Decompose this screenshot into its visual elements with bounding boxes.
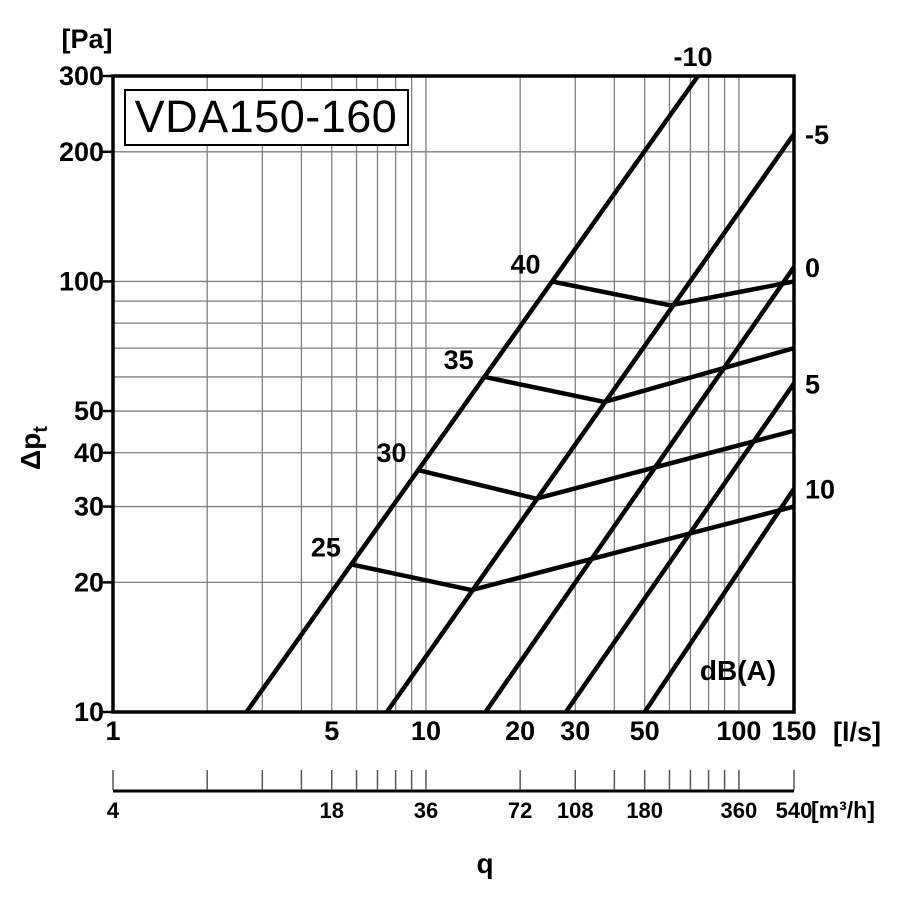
damper-line-minus5 [385, 132, 796, 714]
x2-tick-label-18: 18 [319, 798, 343, 823]
y-axis-title: Δpt [15, 426, 52, 470]
chart-title: VDA150-160 [135, 91, 398, 142]
noise-unit-label: dB(A) [700, 655, 776, 686]
x-axis-unit-label: [l/s] [833, 717, 881, 747]
damper-line-label-0: 0 [805, 253, 820, 283]
damper-line-0 [483, 265, 796, 714]
title-box [124, 89, 409, 146]
damper-line-5 [564, 382, 796, 714]
x-axis-title: q [476, 848, 493, 879]
noise-curve-label-40: 40 [511, 249, 541, 279]
y-tick-label-20: 20 [74, 567, 104, 597]
y-axis-title-subscript: t [30, 426, 52, 433]
x-tick-label-100: 100 [716, 716, 761, 746]
noise-curve-label-30: 30 [376, 438, 406, 468]
y-tick-label-200: 200 [59, 137, 104, 167]
noise-curve-25 [351, 504, 795, 593]
x2-tick-label-72: 72 [508, 798, 532, 823]
damper-line-label-10: 10 [805, 475, 835, 505]
noise-curve-35 [484, 345, 795, 405]
noise-curve-label-35: 35 [444, 345, 474, 375]
y-tick-label-10: 10 [74, 697, 104, 727]
damper-line-label-minus10: -10 [673, 42, 712, 72]
x2-tick-label-108: 108 [557, 798, 594, 823]
noise-curve-30 [417, 428, 795, 501]
x-tick-label-20: 20 [505, 716, 535, 746]
y-tick-label-300: 300 [59, 61, 104, 91]
noise-curve-label-25: 25 [311, 533, 341, 563]
y-tick-label-40: 40 [74, 438, 104, 468]
x-tick-label-30: 30 [560, 716, 590, 746]
y-tick-label-50: 50 [74, 396, 104, 426]
x-tick-label-50: 50 [630, 716, 660, 746]
x2-axis-unit-label: [m³/h] [811, 797, 875, 823]
plot-border [111, 74, 796, 714]
x2-tick-label-180: 180 [626, 798, 663, 823]
grid-layer [111, 74, 796, 714]
x2-tick-label-540: 540 [776, 798, 813, 823]
x-tick-label-150: 150 [771, 716, 816, 746]
x2-tick-label-4: 4 [107, 798, 120, 823]
damper-line-label-minus5: -5 [805, 120, 829, 150]
y-axis-title-main: Δp [15, 433, 46, 470]
x-tick-label-5: 5 [324, 716, 339, 746]
x-tick-label-1: 1 [105, 716, 120, 746]
damper-line-minus10 [244, 74, 700, 714]
damper-line-10 [642, 487, 796, 714]
y-tick-label-30: 30 [74, 492, 104, 522]
y-axis-unit-label: [Pa] [61, 24, 112, 54]
noise-curve-40 [551, 279, 795, 308]
damper-line-label-5: 5 [805, 369, 820, 399]
series-layer: -10 -5 0 5 10 25 30 35 40 [244, 42, 835, 714]
x-tick-label-10: 10 [411, 716, 441, 746]
x2-tick-label-36: 36 [414, 798, 438, 823]
y-tick-label-100: 100 [59, 266, 104, 296]
x2-tick-label-360: 360 [721, 798, 758, 823]
